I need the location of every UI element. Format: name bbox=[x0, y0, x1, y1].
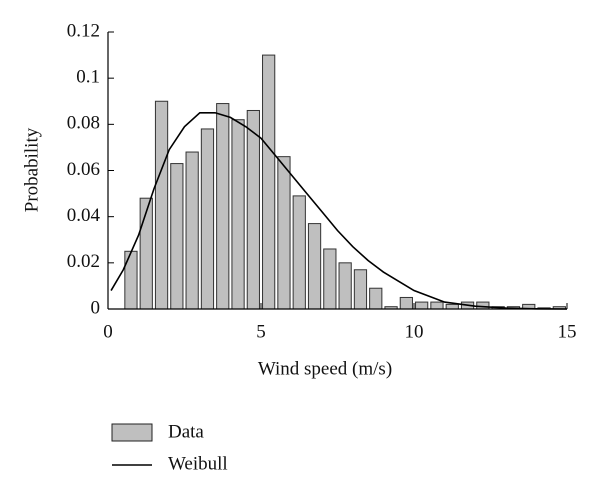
bar bbox=[369, 287, 383, 310]
y-tick-label: 0.02 bbox=[67, 251, 100, 272]
y-axis-label: Probability bbox=[21, 127, 42, 212]
bar bbox=[139, 197, 153, 310]
legend-swatch-data bbox=[111, 423, 153, 442]
bar bbox=[200, 128, 215, 310]
x-tick-label: 10 bbox=[405, 321, 424, 342]
x-tick-label: 5 bbox=[256, 321, 266, 342]
bar bbox=[353, 269, 368, 310]
legend-label: Weibull bbox=[168, 453, 228, 474]
weibull-curve bbox=[110, 111, 568, 310]
bar bbox=[307, 223, 322, 310]
bar bbox=[277, 156, 291, 310]
bar bbox=[415, 301, 429, 310]
bar bbox=[246, 109, 260, 310]
bar bbox=[338, 262, 352, 310]
bar bbox=[154, 100, 169, 310]
y-tick-label: 0.06 bbox=[67, 159, 100, 180]
y-tick-label: 0.04 bbox=[67, 205, 101, 226]
x-tick-label: 0 bbox=[103, 321, 113, 342]
x-axis-label: Wind speed (m/s) bbox=[258, 358, 392, 379]
bar bbox=[262, 54, 276, 310]
bar bbox=[170, 163, 184, 310]
y-tick-label: 0 bbox=[91, 297, 101, 318]
bar bbox=[185, 151, 199, 310]
bar bbox=[430, 301, 444, 310]
bar bbox=[476, 301, 490, 310]
legend-label: Data bbox=[168, 421, 204, 442]
y-tick-label: 0.1 bbox=[76, 67, 100, 88]
bar bbox=[323, 248, 337, 310]
bar bbox=[445, 303, 459, 310]
y-tick-label: 0.12 bbox=[67, 20, 100, 41]
y-tick-label: 0.08 bbox=[67, 113, 100, 134]
bar bbox=[399, 296, 413, 310]
bar bbox=[216, 103, 230, 310]
bar bbox=[292, 195, 306, 310]
bar bbox=[124, 250, 138, 310]
x-tick-label: 15 bbox=[558, 321, 577, 342]
bar bbox=[231, 119, 245, 310]
